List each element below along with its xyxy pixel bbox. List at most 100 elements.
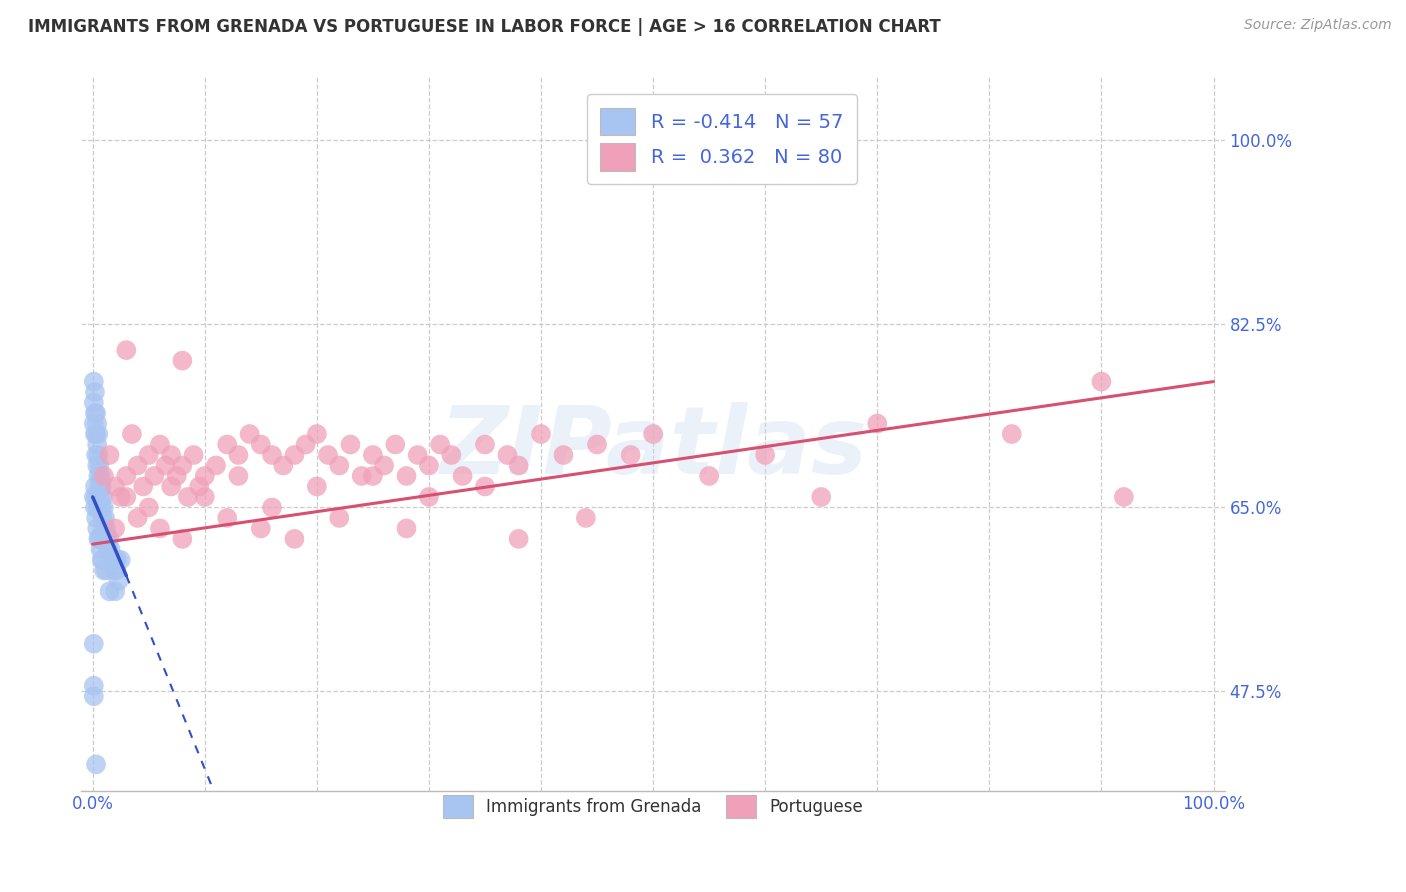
Point <box>91 511 114 525</box>
Point <box>250 437 273 451</box>
Point <box>260 500 283 515</box>
Point <box>87 532 110 546</box>
Point <box>575 511 598 525</box>
Point <box>194 490 217 504</box>
Point <box>530 427 553 442</box>
Point <box>86 500 108 515</box>
Point <box>83 490 105 504</box>
Point <box>217 511 239 525</box>
Point <box>228 448 250 462</box>
Point <box>294 437 316 451</box>
Point <box>474 437 496 451</box>
Point <box>149 521 172 535</box>
Point <box>395 521 418 535</box>
Text: ZIPatlas: ZIPatlas <box>439 402 868 494</box>
Point <box>205 458 228 473</box>
Point <box>97 542 120 557</box>
Point <box>239 427 262 442</box>
Point <box>90 469 112 483</box>
Point <box>84 479 107 493</box>
Point <box>350 469 373 483</box>
Point <box>105 563 128 577</box>
Point <box>87 427 110 442</box>
Point <box>90 542 112 557</box>
Point <box>94 521 117 535</box>
Point <box>83 395 105 409</box>
Point <box>328 458 350 473</box>
Point <box>1001 427 1024 442</box>
Point <box>305 427 328 442</box>
Point <box>283 448 305 462</box>
Point <box>172 458 194 473</box>
Point <box>103 563 125 577</box>
Legend: Immigrants from Grenada, Portuguese: Immigrants from Grenada, Portuguese <box>436 789 870 825</box>
Point <box>84 427 107 442</box>
Point <box>1090 375 1112 389</box>
Point <box>115 469 138 483</box>
Point <box>100 542 122 557</box>
Point <box>83 417 105 431</box>
Point <box>418 490 440 504</box>
Point <box>160 448 183 462</box>
Point <box>98 532 121 546</box>
Point <box>84 427 107 442</box>
Point <box>361 469 384 483</box>
Point <box>160 479 183 493</box>
Point <box>107 574 129 588</box>
Point <box>183 448 205 462</box>
Point <box>328 511 350 525</box>
Point <box>90 479 112 493</box>
Point <box>93 469 115 483</box>
Point <box>250 521 273 535</box>
Point <box>429 437 451 451</box>
Point <box>89 458 111 473</box>
Point <box>508 458 530 473</box>
Point <box>86 521 108 535</box>
Point <box>496 448 519 462</box>
Point <box>440 448 463 462</box>
Point <box>339 437 361 451</box>
Point <box>166 469 188 483</box>
Point <box>127 458 149 473</box>
Point <box>104 521 127 535</box>
Point <box>373 458 395 473</box>
Point <box>89 532 111 546</box>
Point <box>138 448 160 462</box>
Point <box>86 437 108 451</box>
Point <box>104 553 127 567</box>
Point <box>643 427 665 442</box>
Point <box>451 469 474 483</box>
Point <box>84 406 107 420</box>
Point <box>138 500 160 515</box>
Point <box>228 469 250 483</box>
Point <box>1112 490 1135 504</box>
Point <box>110 490 132 504</box>
Point <box>83 375 105 389</box>
Point <box>110 553 132 567</box>
Point <box>98 584 121 599</box>
Point <box>93 500 115 515</box>
Point <box>89 479 111 493</box>
Point <box>121 427 143 442</box>
Point <box>260 448 283 462</box>
Point <box>810 490 832 504</box>
Point <box>90 490 112 504</box>
Point <box>84 490 107 504</box>
Point <box>96 532 118 546</box>
Point <box>384 437 406 451</box>
Point <box>84 385 107 400</box>
Point <box>84 448 107 462</box>
Point <box>83 690 105 704</box>
Point <box>115 490 138 504</box>
Point <box>100 553 122 567</box>
Point <box>271 458 294 473</box>
Point <box>91 553 114 567</box>
Point <box>83 637 105 651</box>
Point <box>94 532 117 546</box>
Point <box>84 757 107 772</box>
Point <box>87 469 110 483</box>
Point <box>188 479 211 493</box>
Point <box>132 479 155 493</box>
Point <box>86 458 108 473</box>
Point <box>84 500 107 515</box>
